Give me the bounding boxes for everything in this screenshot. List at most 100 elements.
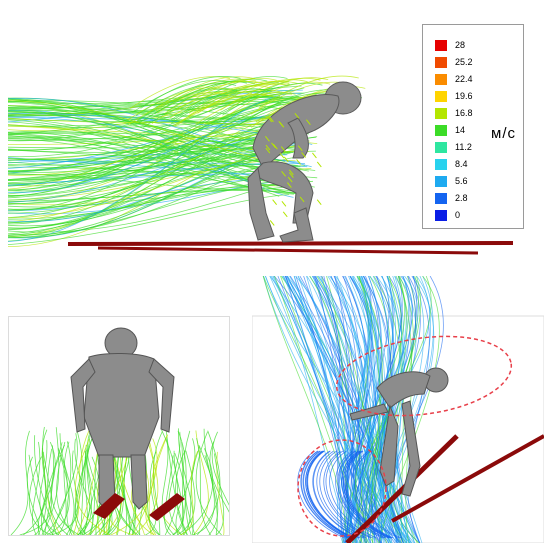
flight-view-panel <box>252 276 544 543</box>
streamline <box>359 276 378 543</box>
streamline <box>388 276 420 543</box>
streamline <box>8 166 288 185</box>
streamline <box>153 431 163 535</box>
surface-streak <box>294 112 300 119</box>
streamline <box>77 436 94 535</box>
streamline <box>307 450 355 539</box>
streamline <box>180 450 199 535</box>
streamline <box>8 121 290 187</box>
surface-streak <box>265 147 271 154</box>
flight-view-flow-field <box>252 276 544 543</box>
streamline <box>265 276 407 543</box>
streamline <box>378 276 440 543</box>
streamline <box>341 450 389 539</box>
streamline <box>361 276 404 543</box>
streamline <box>34 435 58 535</box>
streamline <box>209 441 229 513</box>
legend-swatch <box>435 91 447 102</box>
surface-streak <box>283 156 289 163</box>
streamline <box>8 178 295 233</box>
streamline <box>168 431 182 535</box>
legend-swatch <box>435 176 447 187</box>
streamline <box>319 450 367 539</box>
skier-torso <box>83 352 160 458</box>
legend-unit-label: м/с <box>491 125 516 142</box>
streamline <box>74 438 94 535</box>
streamline <box>229 81 331 115</box>
streamline <box>313 450 361 539</box>
streamline <box>154 76 256 110</box>
surface-streak <box>279 152 285 159</box>
legend-swatch <box>435 193 447 204</box>
skier-front-view <box>70 327 175 510</box>
highlight-ellipse-lower <box>297 439 387 537</box>
skier-boot <box>279 207 314 243</box>
streamline <box>74 435 91 535</box>
streamline <box>286 276 359 543</box>
legend-swatch <box>435 57 447 68</box>
streamline <box>305 450 353 539</box>
streamline <box>314 276 347 543</box>
ski <box>67 241 514 246</box>
surface-streak <box>282 211 288 218</box>
surface-streak <box>301 152 307 158</box>
surface-streak <box>281 201 287 207</box>
ski <box>391 434 544 523</box>
legend-label: 25.2 <box>455 57 473 67</box>
velocity-legend: 28 25.2 22.4 19.6 16.8 14 11.2 8.4 5.6 2.8 0 м/с <box>422 24 524 229</box>
streamline <box>165 430 188 535</box>
streamline <box>136 88 238 122</box>
streamline <box>213 453 225 535</box>
legend-label: 16.8 <box>455 108 473 118</box>
streamline <box>176 450 196 535</box>
streamline <box>349 276 373 543</box>
highlight-ellipse-upper <box>335 335 513 417</box>
streamline <box>211 431 229 506</box>
streamline <box>343 450 391 539</box>
streamline <box>195 431 222 535</box>
ski <box>149 493 185 521</box>
legend-label: 8.4 <box>455 159 468 169</box>
streamline <box>175 438 196 535</box>
streamline <box>177 430 192 535</box>
legend-label: 14 <box>455 125 466 135</box>
legend-swatch <box>435 210 447 221</box>
legend-label: 11.2 <box>455 142 472 152</box>
streamline <box>386 276 411 543</box>
streamline <box>302 450 351 539</box>
streamline <box>121 447 141 535</box>
legend-label: 28 <box>455 40 466 50</box>
streamline <box>84 450 106 535</box>
streamline <box>127 87 229 120</box>
surface-streak <box>272 199 278 205</box>
surface-streak <box>271 142 276 149</box>
surface-streak <box>286 182 292 188</box>
streamline <box>52 433 78 535</box>
streamline <box>8 80 290 187</box>
skier-arm <box>287 117 309 159</box>
ski <box>345 434 459 543</box>
skier-arm-left <box>70 358 96 433</box>
streamline <box>46 447 70 535</box>
streamline <box>180 89 281 123</box>
streamline <box>29 456 52 535</box>
streamline <box>301 450 349 539</box>
streamline <box>346 450 394 539</box>
legend-swatch <box>435 159 447 170</box>
streamline <box>337 450 385 539</box>
ski <box>97 246 479 255</box>
streamline <box>195 91 296 125</box>
streamline <box>132 80 233 113</box>
streamline <box>289 276 376 543</box>
streamline <box>145 451 157 535</box>
legend-swatch <box>435 74 447 85</box>
legend-label: 5.6 <box>455 176 468 186</box>
streamline <box>72 430 90 535</box>
streamline <box>178 428 194 535</box>
streamline <box>222 82 323 116</box>
streamline <box>355 276 417 543</box>
skier-leg-right <box>130 454 148 510</box>
streamline <box>181 441 184 535</box>
surface-streak <box>265 135 270 142</box>
streamline <box>174 94 275 127</box>
